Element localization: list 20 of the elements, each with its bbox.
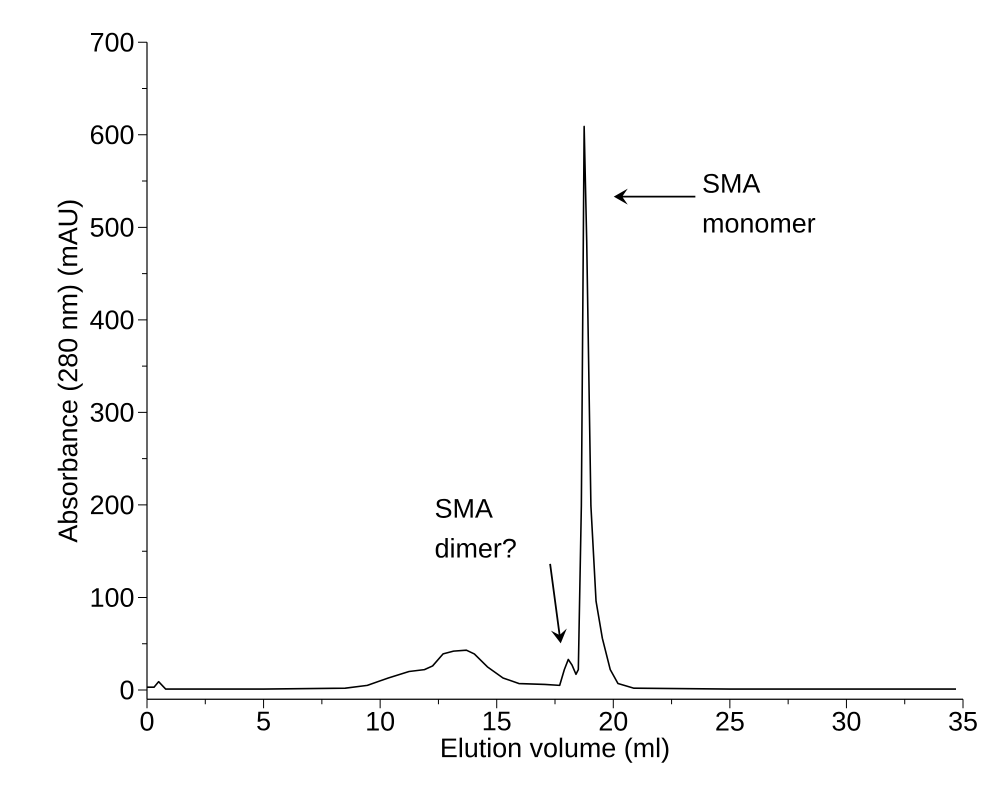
y-tick-label: 200 xyxy=(90,495,134,514)
x-tick-label: 15 xyxy=(484,712,511,731)
y-tick-label: 0 xyxy=(120,680,134,700)
annotation: SMA dimer? xyxy=(436,498,516,558)
x-tick-label: 35 xyxy=(949,712,977,731)
x-tick-label: 0 xyxy=(140,712,154,731)
y-tick-label: 300 xyxy=(90,402,134,422)
y-tick-label: 500 xyxy=(90,218,134,237)
x-tick-label: 20 xyxy=(600,712,628,731)
x-axis-title: Elution volume (ml) xyxy=(442,738,668,763)
y-tick-label: 700 xyxy=(90,32,134,52)
y-tick-label: 100 xyxy=(92,588,134,607)
x-tick-label: 30 xyxy=(832,712,860,731)
x-tick-label: 25 xyxy=(716,712,744,731)
x-tick-label: 5 xyxy=(257,712,270,731)
y-axis-title: Absorbance (280 nm) (mAU) xyxy=(58,200,83,543)
x-tick-label: 10 xyxy=(367,712,394,731)
annotation: SMA monomer xyxy=(703,174,816,233)
y-tick-label: 600 xyxy=(90,125,134,144)
y-tick-label: 400 xyxy=(90,310,134,330)
